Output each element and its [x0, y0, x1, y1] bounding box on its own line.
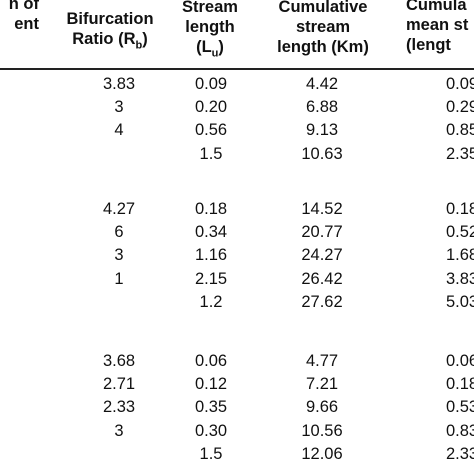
header-stream-length-line2: length — [185, 18, 235, 36]
cell-cumulative-length: 10.56 — [301, 421, 343, 440]
header-cumulative-line3: length (Km) — [277, 38, 369, 56]
cell-bifurcation-ratio: 6 — [114, 223, 124, 242]
header-bifurcation-line1: Bifurcation — [66, 10, 154, 28]
cell-cumulative-mean: 1.68 — [445, 246, 474, 265]
cell-stream-length: 1.5 — [199, 444, 223, 463]
cell-stream-length: 0.34 — [194, 223, 228, 242]
cell-bifurcation-ratio: 4.27 — [102, 200, 136, 218]
cell-bifurcation-ratio: 3 — [114, 421, 124, 440]
cell-cumulative-mean: 0.52 — [445, 223, 474, 242]
cell-cumulative-length: 4.42 — [305, 75, 339, 93]
cell-stream-length: 0.30 — [194, 421, 228, 440]
cell-stream-length: 0.20 — [194, 98, 228, 117]
header-col-segment: n of ent — [9, 0, 39, 34]
header-cumulative-stream-length: Cumulative stream length (Km) — [259, 0, 387, 57]
cell-cumulative-mean: 2.35 — [445, 144, 474, 163]
header-rule — [0, 68, 474, 70]
cell-stream-length: 1.5 — [199, 144, 223, 163]
header-col-segment-line2: ent — [14, 15, 39, 33]
cell-cumulative-mean: 0.29 — [445, 98, 474, 117]
header-stream-length-line3: (Lu) — [196, 38, 224, 60]
cell-cumulative-mean: 0.06 — [445, 352, 474, 370]
cell-stream-length: 0.18 — [194, 200, 228, 218]
cell-bifurcation-ratio: 3.68 — [102, 352, 136, 370]
cell-bifurcation-ratio: 1 — [114, 269, 124, 288]
cell-cumulative-length: 4.77 — [305, 352, 339, 370]
header-cumulative-mean-line2: mean st — [406, 16, 469, 34]
header-col-segment-line1: n of — [8, 0, 39, 13]
cell-cumulative-mean: 0.85 — [445, 121, 474, 140]
header-cumulative-mean-line3: (lengt — [406, 36, 451, 54]
cell-cumulative-length: 10.63 — [301, 144, 343, 163]
header-bifurcation-line2: Ratio (Rb) — [72, 30, 148, 52]
cell-cumulative-length: 6.88 — [305, 98, 339, 117]
cell-cumulative-length: 12.06 — [301, 444, 343, 463]
cell-bifurcation-ratio: 3.83 — [102, 75, 136, 93]
header-bifurcation-ratio: Bifurcation Ratio (Rb) — [42, 9, 178, 55]
cell-stream-length: 0.12 — [194, 375, 228, 394]
cell-cumulative-mean: 3.83 — [445, 269, 474, 288]
cell-stream-length: 1.2 — [199, 292, 223, 311]
cell-cumulative-mean: 5.03 — [445, 292, 474, 311]
cell-cumulative-length: 27.62 — [301, 292, 343, 311]
cell-cumulative-length: 20.77 — [301, 223, 343, 242]
cell-stream-length: 2.15 — [194, 269, 228, 288]
cell-cumulative-mean: 0.83 — [445, 421, 474, 440]
cell-bifurcation-ratio: 2.71 — [102, 375, 136, 394]
cell-stream-length: 1.16 — [194, 246, 228, 265]
cell-bifurcation-ratio: 4 — [114, 121, 124, 140]
cell-stream-length: 0.06 — [194, 352, 228, 370]
cell-cumulative-length: 26.42 — [301, 269, 343, 288]
header-stream-length-line1: Stream — [182, 0, 238, 16]
cell-cumulative-length: 7.21 — [305, 375, 339, 394]
cell-cumulative-mean: 0.53 — [445, 398, 474, 417]
header-cumulative-mean: Cumula mean st (lengt — [406, 0, 468, 55]
header-cumulative-line1: Cumulative — [278, 0, 368, 16]
cell-stream-length: 0.56 — [194, 121, 228, 140]
cell-cumulative-length: 9.13 — [305, 121, 339, 140]
cell-cumulative-length: 14.52 — [301, 200, 343, 218]
cell-bifurcation-ratio: 3 — [114, 246, 124, 265]
cell-cumulative-mean: 2.33 — [445, 444, 474, 463]
header-cumulative-line2: stream — [295, 18, 351, 36]
cell-cumulative-length: 24.27 — [301, 246, 343, 265]
cell-cumulative-mean: 0.09 — [445, 75, 474, 93]
cell-stream-length: 0.35 — [194, 398, 228, 417]
cell-cumulative-mean: 0.18 — [445, 375, 474, 394]
header-stream-length: Stream length (Lu) — [167, 0, 253, 63]
cell-cumulative-length: 9.66 — [305, 398, 339, 417]
header-cumulative-mean-line1: Cumula — [406, 0, 467, 14]
cell-cumulative-mean: 0.18 — [445, 200, 474, 218]
cell-stream-length: 0.09 — [194, 75, 228, 93]
cell-bifurcation-ratio: 2.33 — [102, 398, 136, 417]
cell-bifurcation-ratio: 3 — [114, 98, 124, 117]
